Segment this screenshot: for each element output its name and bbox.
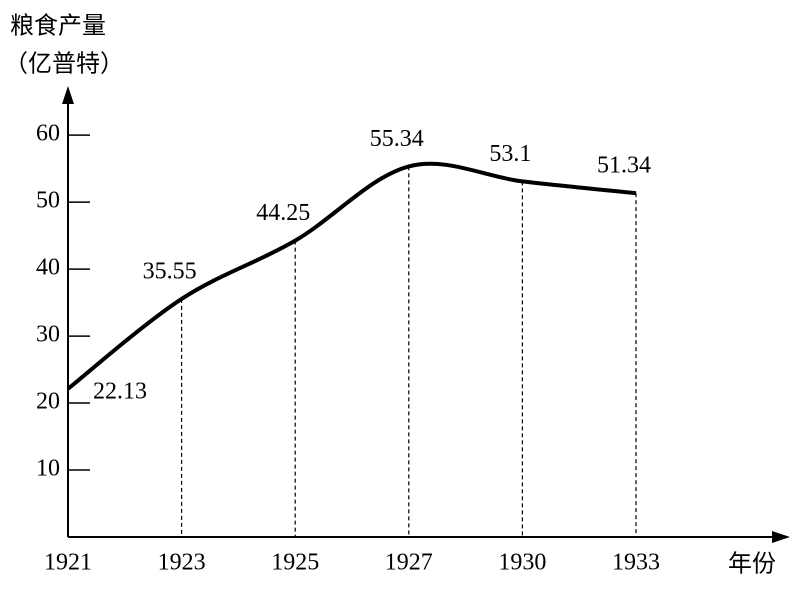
data-label: 55.34 bbox=[370, 126, 424, 152]
y-tick-label: 60 bbox=[36, 121, 60, 147]
x-tick-label: 1933 bbox=[612, 550, 660, 576]
y-tick-label: 20 bbox=[36, 389, 60, 415]
y-tick-label: 10 bbox=[36, 456, 60, 482]
y-axis-label: （亿普特） bbox=[4, 51, 124, 78]
y-tick-label: 40 bbox=[36, 255, 60, 281]
x-tick-label: 1930 bbox=[498, 550, 546, 576]
y-tick-label: 50 bbox=[36, 188, 60, 214]
data-label: 51.34 bbox=[597, 153, 651, 179]
x-tick-label: 1921 bbox=[44, 550, 92, 576]
x-axis-label: 年份 bbox=[728, 551, 776, 578]
data-label: 53.1 bbox=[489, 141, 531, 167]
x-tick-label: 1925 bbox=[271, 550, 319, 576]
x-tick-label: 1923 bbox=[158, 550, 206, 576]
data-label: 22.13 bbox=[93, 378, 147, 404]
y-axis-label: 粮食产量 bbox=[10, 13, 106, 40]
y-axis-arrow bbox=[62, 86, 74, 104]
data-label: 35.55 bbox=[143, 258, 197, 284]
x-axis-arrow bbox=[772, 531, 790, 543]
x-tick-label: 1927 bbox=[385, 550, 433, 576]
data-label: 44.25 bbox=[256, 200, 310, 226]
line bbox=[66, 161, 637, 391]
y-tick-label: 30 bbox=[36, 322, 60, 348]
